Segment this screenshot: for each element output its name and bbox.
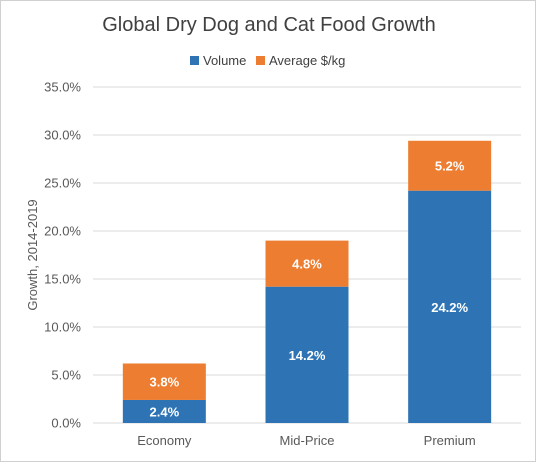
chart-title: Global Dry Dog and Cat Food Growth <box>102 14 436 36</box>
y-tick-label: 5.0% <box>51 368 81 383</box>
y-tick-label: 25.0% <box>44 176 81 191</box>
data-label-volume-mid-price: 14.2% <box>289 348 326 363</box>
bar-average-kg-mid-price <box>265 240 349 287</box>
bar-volume-mid-price <box>265 286 349 423</box>
legend-swatch-volume <box>190 56 199 65</box>
x-tick-label-premium: Premium <box>424 433 476 448</box>
bar-volume-premium <box>408 190 492 423</box>
y-tick-label: 10.0% <box>44 320 81 335</box>
y-tick-label: 0.0% <box>51 416 81 431</box>
data-label-average-kg-mid-price: 4.8% <box>292 257 322 272</box>
y-tick-label: 20.0% <box>44 224 81 239</box>
x-tick-label-economy: Economy <box>137 433 192 448</box>
legend-swatch-average-price <box>256 56 265 65</box>
y-axis-title: Growth, 2014-2019 <box>25 199 40 310</box>
legend-label-volume: Volume <box>203 53 246 68</box>
data-label-average-kg-premium: 5.2% <box>435 159 465 174</box>
y-tick-label: 30.0% <box>44 128 81 143</box>
data-labels: 2.4% 3.8% 14.2% 4.8% 24.2% 5.2% <box>150 159 469 420</box>
x-axis-ticks: Economy Mid-Price Premium <box>137 433 475 448</box>
data-label-volume-economy: 2.4% <box>150 404 180 419</box>
legend-label-average-price: Average $/kg <box>269 53 345 68</box>
y-tick-label: 15.0% <box>44 272 81 287</box>
bar-average-kg-premium <box>408 140 492 191</box>
bar-average-kg-economy <box>122 363 206 400</box>
data-label-volume-premium: 24.2% <box>431 300 468 315</box>
y-axis-ticks: 0.0% 5.0% 10.0% 15.0% 20.0% 25.0% 30.0% 35.0% <box>44 80 81 431</box>
data-label-average-kg-economy: 3.8% <box>150 375 180 390</box>
bar-volume-economy <box>122 399 206 423</box>
y-tick-label: 35.0% <box>44 80 81 95</box>
bars <box>122 140 492 423</box>
x-tick-label-mid-price: Mid-Price <box>280 433 335 448</box>
chart-legend: Volume Average $/kg <box>190 53 345 68</box>
